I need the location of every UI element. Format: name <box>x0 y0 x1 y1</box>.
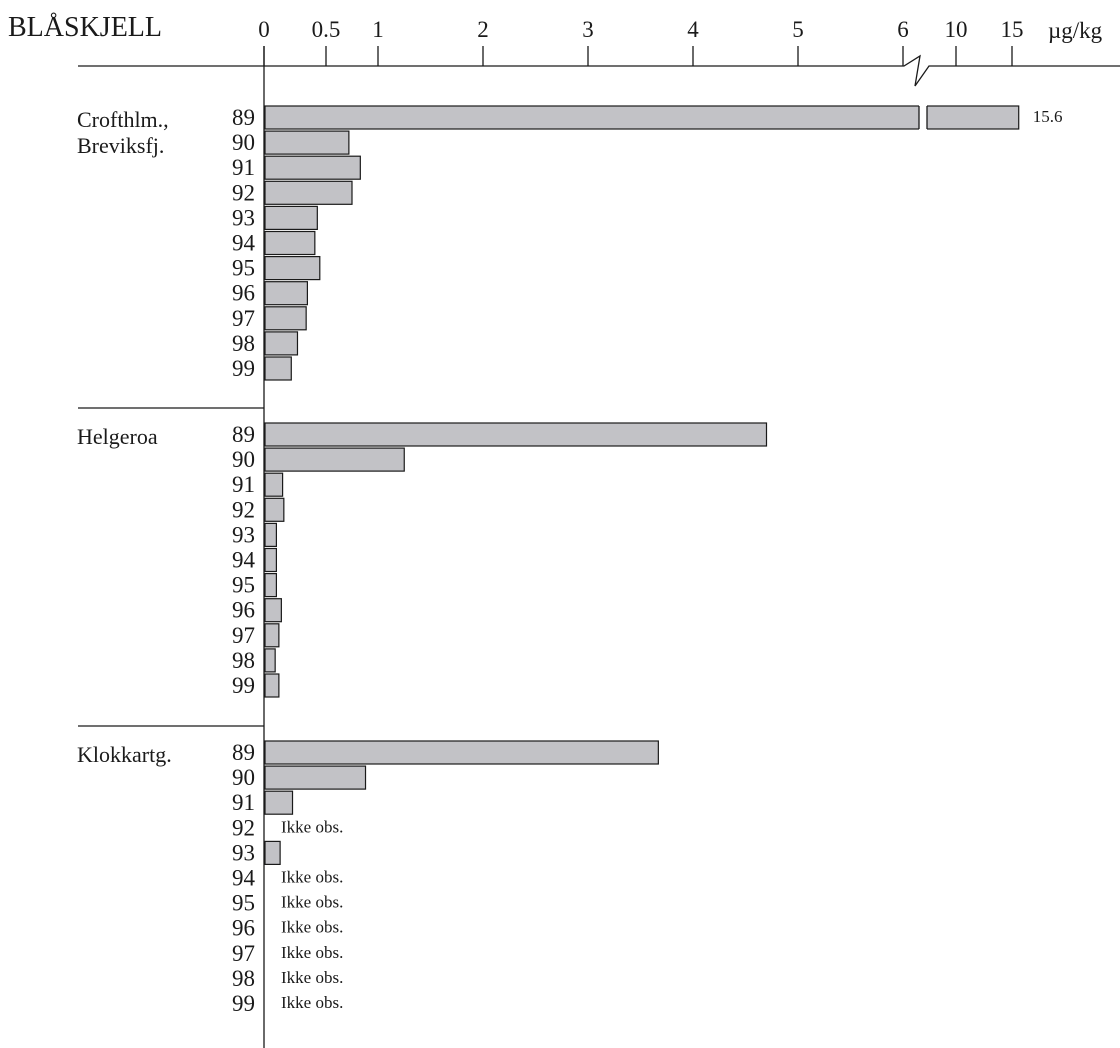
value-label: 15.6 <box>1033 107 1063 126</box>
x-axis-line <box>78 54 1120 87</box>
x-tick-label: 0 <box>258 17 270 42</box>
year-label: 94 <box>232 548 256 573</box>
data-bar <box>264 356 292 381</box>
year-label: 95 <box>232 573 255 598</box>
axis-layer: 0 0.5 1 2 3 4 5 6 10 15 <box>78 17 1120 1048</box>
not-observed-note: Ikke obs. <box>281 943 343 962</box>
year-label: 97 <box>232 623 255 648</box>
data-bar <box>264 547 277 573</box>
year-label: 93 <box>232 840 255 865</box>
year-label: 95 <box>232 891 255 916</box>
year-label: 99 <box>232 673 255 698</box>
x-tick-label: 0.5 <box>312 17 341 42</box>
x-tick-label: 5 <box>792 17 804 42</box>
data-bar <box>264 105 1020 130</box>
data-bar <box>264 230 316 256</box>
bar-break-gap <box>919 104 927 131</box>
not-observed-note: Ikke obs. <box>281 893 343 912</box>
x-tick-label: 10 <box>945 17 968 42</box>
data-bar <box>264 790 294 815</box>
year-label: 95 <box>232 256 255 281</box>
data-bar <box>264 422 768 447</box>
not-observed-note: Ikke obs. <box>281 868 343 887</box>
year-label: 93 <box>232 522 255 547</box>
year-label: 91 <box>232 472 255 497</box>
year-label: 93 <box>232 205 255 230</box>
data-bar <box>264 281 309 306</box>
data-bar <box>264 447 405 472</box>
year-label: 99 <box>232 991 255 1016</box>
data-bar <box>264 598 282 623</box>
labels-layer: Crofthlm.,Breviksfj.89 15.690919293949596… <box>77 105 1062 1016</box>
x-tick-label: 3 <box>582 17 594 42</box>
group-label: Klokkartg. <box>77 742 172 767</box>
data-bar <box>264 155 361 180</box>
group-label: Crofthlm., <box>77 107 169 132</box>
data-bar <box>264 472 284 497</box>
year-label: 90 <box>232 447 255 472</box>
x-tick-label: 6 <box>897 17 909 42</box>
not-observed-note: Ikke obs. <box>281 968 343 987</box>
data-bar <box>264 572 277 598</box>
year-label: 92 <box>232 815 255 840</box>
not-observed-note: Ikke obs. <box>281 993 343 1012</box>
data-bar <box>264 180 353 205</box>
data-bar <box>264 306 307 331</box>
data-bar <box>264 765 367 790</box>
not-observed-note: Ikke obs. <box>281 918 343 937</box>
year-label: 99 <box>232 356 255 381</box>
x-tick-label: 15 <box>1001 17 1024 42</box>
bars-layer <box>264 104 1020 866</box>
data-bar <box>264 740 659 765</box>
year-label: 96 <box>232 281 255 306</box>
year-label: 90 <box>232 765 255 790</box>
data-bar <box>264 623 280 648</box>
year-label: 94 <box>232 866 256 891</box>
group-label: Breviksfj. <box>77 133 164 158</box>
chart-title: BLÅSKJELL <box>8 12 162 43</box>
x-tick-label: 4 <box>687 17 699 42</box>
data-bar <box>264 840 281 866</box>
year-label: 94 <box>232 231 256 256</box>
year-label: 98 <box>232 648 255 673</box>
year-label: 91 <box>232 155 255 180</box>
data-bar <box>264 522 277 548</box>
year-label: 98 <box>232 966 255 991</box>
x-tick-label: 1 <box>372 17 384 42</box>
year-label: 97 <box>232 306 255 331</box>
not-observed-note: Ikke obs. <box>281 817 343 836</box>
data-bar <box>264 256 321 281</box>
year-label: 89 <box>232 740 255 765</box>
x-tick-label: 2 <box>477 17 489 42</box>
year-label: 96 <box>232 598 255 623</box>
data-bar <box>264 648 276 673</box>
data-bar <box>264 130 350 155</box>
year-label: 92 <box>232 180 255 205</box>
data-bar <box>264 673 280 698</box>
year-label: 90 <box>232 130 255 155</box>
unit-label: µg/kg <box>1048 18 1103 43</box>
year-label: 89 <box>232 105 255 130</box>
year-label: 98 <box>232 331 255 356</box>
data-bar <box>264 331 299 356</box>
year-label: 89 <box>232 422 255 447</box>
year-label: 97 <box>232 941 255 966</box>
data-bar <box>264 497 285 522</box>
year-label: 91 <box>232 790 255 815</box>
year-label: 92 <box>232 497 255 522</box>
year-label: 96 <box>232 916 255 941</box>
data-bar <box>264 205 318 230</box>
group-label: Helgeroa <box>77 424 158 449</box>
